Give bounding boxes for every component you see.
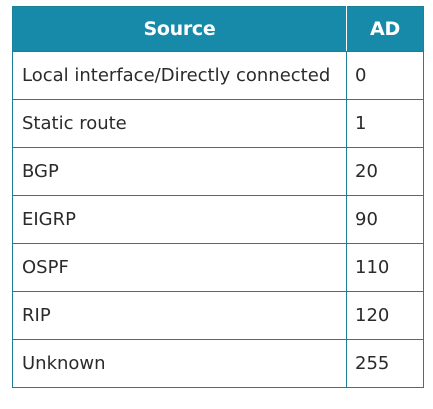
- table-row: EIGRP 90: [12, 195, 424, 244]
- cell-ad: 255: [346, 339, 424, 388]
- cell-ad: 0: [346, 51, 424, 100]
- cell-ad: 1: [346, 99, 424, 148]
- cell-ad: 90: [346, 195, 424, 244]
- cell-source: OSPF: [12, 243, 347, 292]
- cell-source: Static route: [12, 99, 347, 148]
- administrative-distance-table: Source AD Local interface/Directly conne…: [12, 6, 424, 388]
- cell-source: Unknown: [12, 339, 347, 388]
- header-ad: AD: [346, 6, 424, 52]
- cell-ad: 120: [346, 291, 424, 340]
- cell-ad: 20: [346, 147, 424, 196]
- cell-source: EIGRP: [12, 195, 347, 244]
- table-row: Unknown 255: [12, 339, 424, 388]
- cell-source: RIP: [12, 291, 347, 340]
- table-row: RIP 120: [12, 291, 424, 340]
- administrative-distance-table-container: Source AD Local interface/Directly conne…: [12, 6, 424, 388]
- cell-ad: 110: [346, 243, 424, 292]
- table-header-row: Source AD: [12, 6, 424, 52]
- cell-source: BGP: [12, 147, 347, 196]
- cell-source: Local interface/Directly connected: [12, 51, 347, 100]
- table-row: OSPF 110: [12, 243, 424, 292]
- header-source: Source: [12, 6, 347, 52]
- table-row: BGP 20: [12, 147, 424, 196]
- table-row: Static route 1: [12, 99, 424, 148]
- table-row: Local interface/Directly connected 0: [12, 51, 424, 100]
